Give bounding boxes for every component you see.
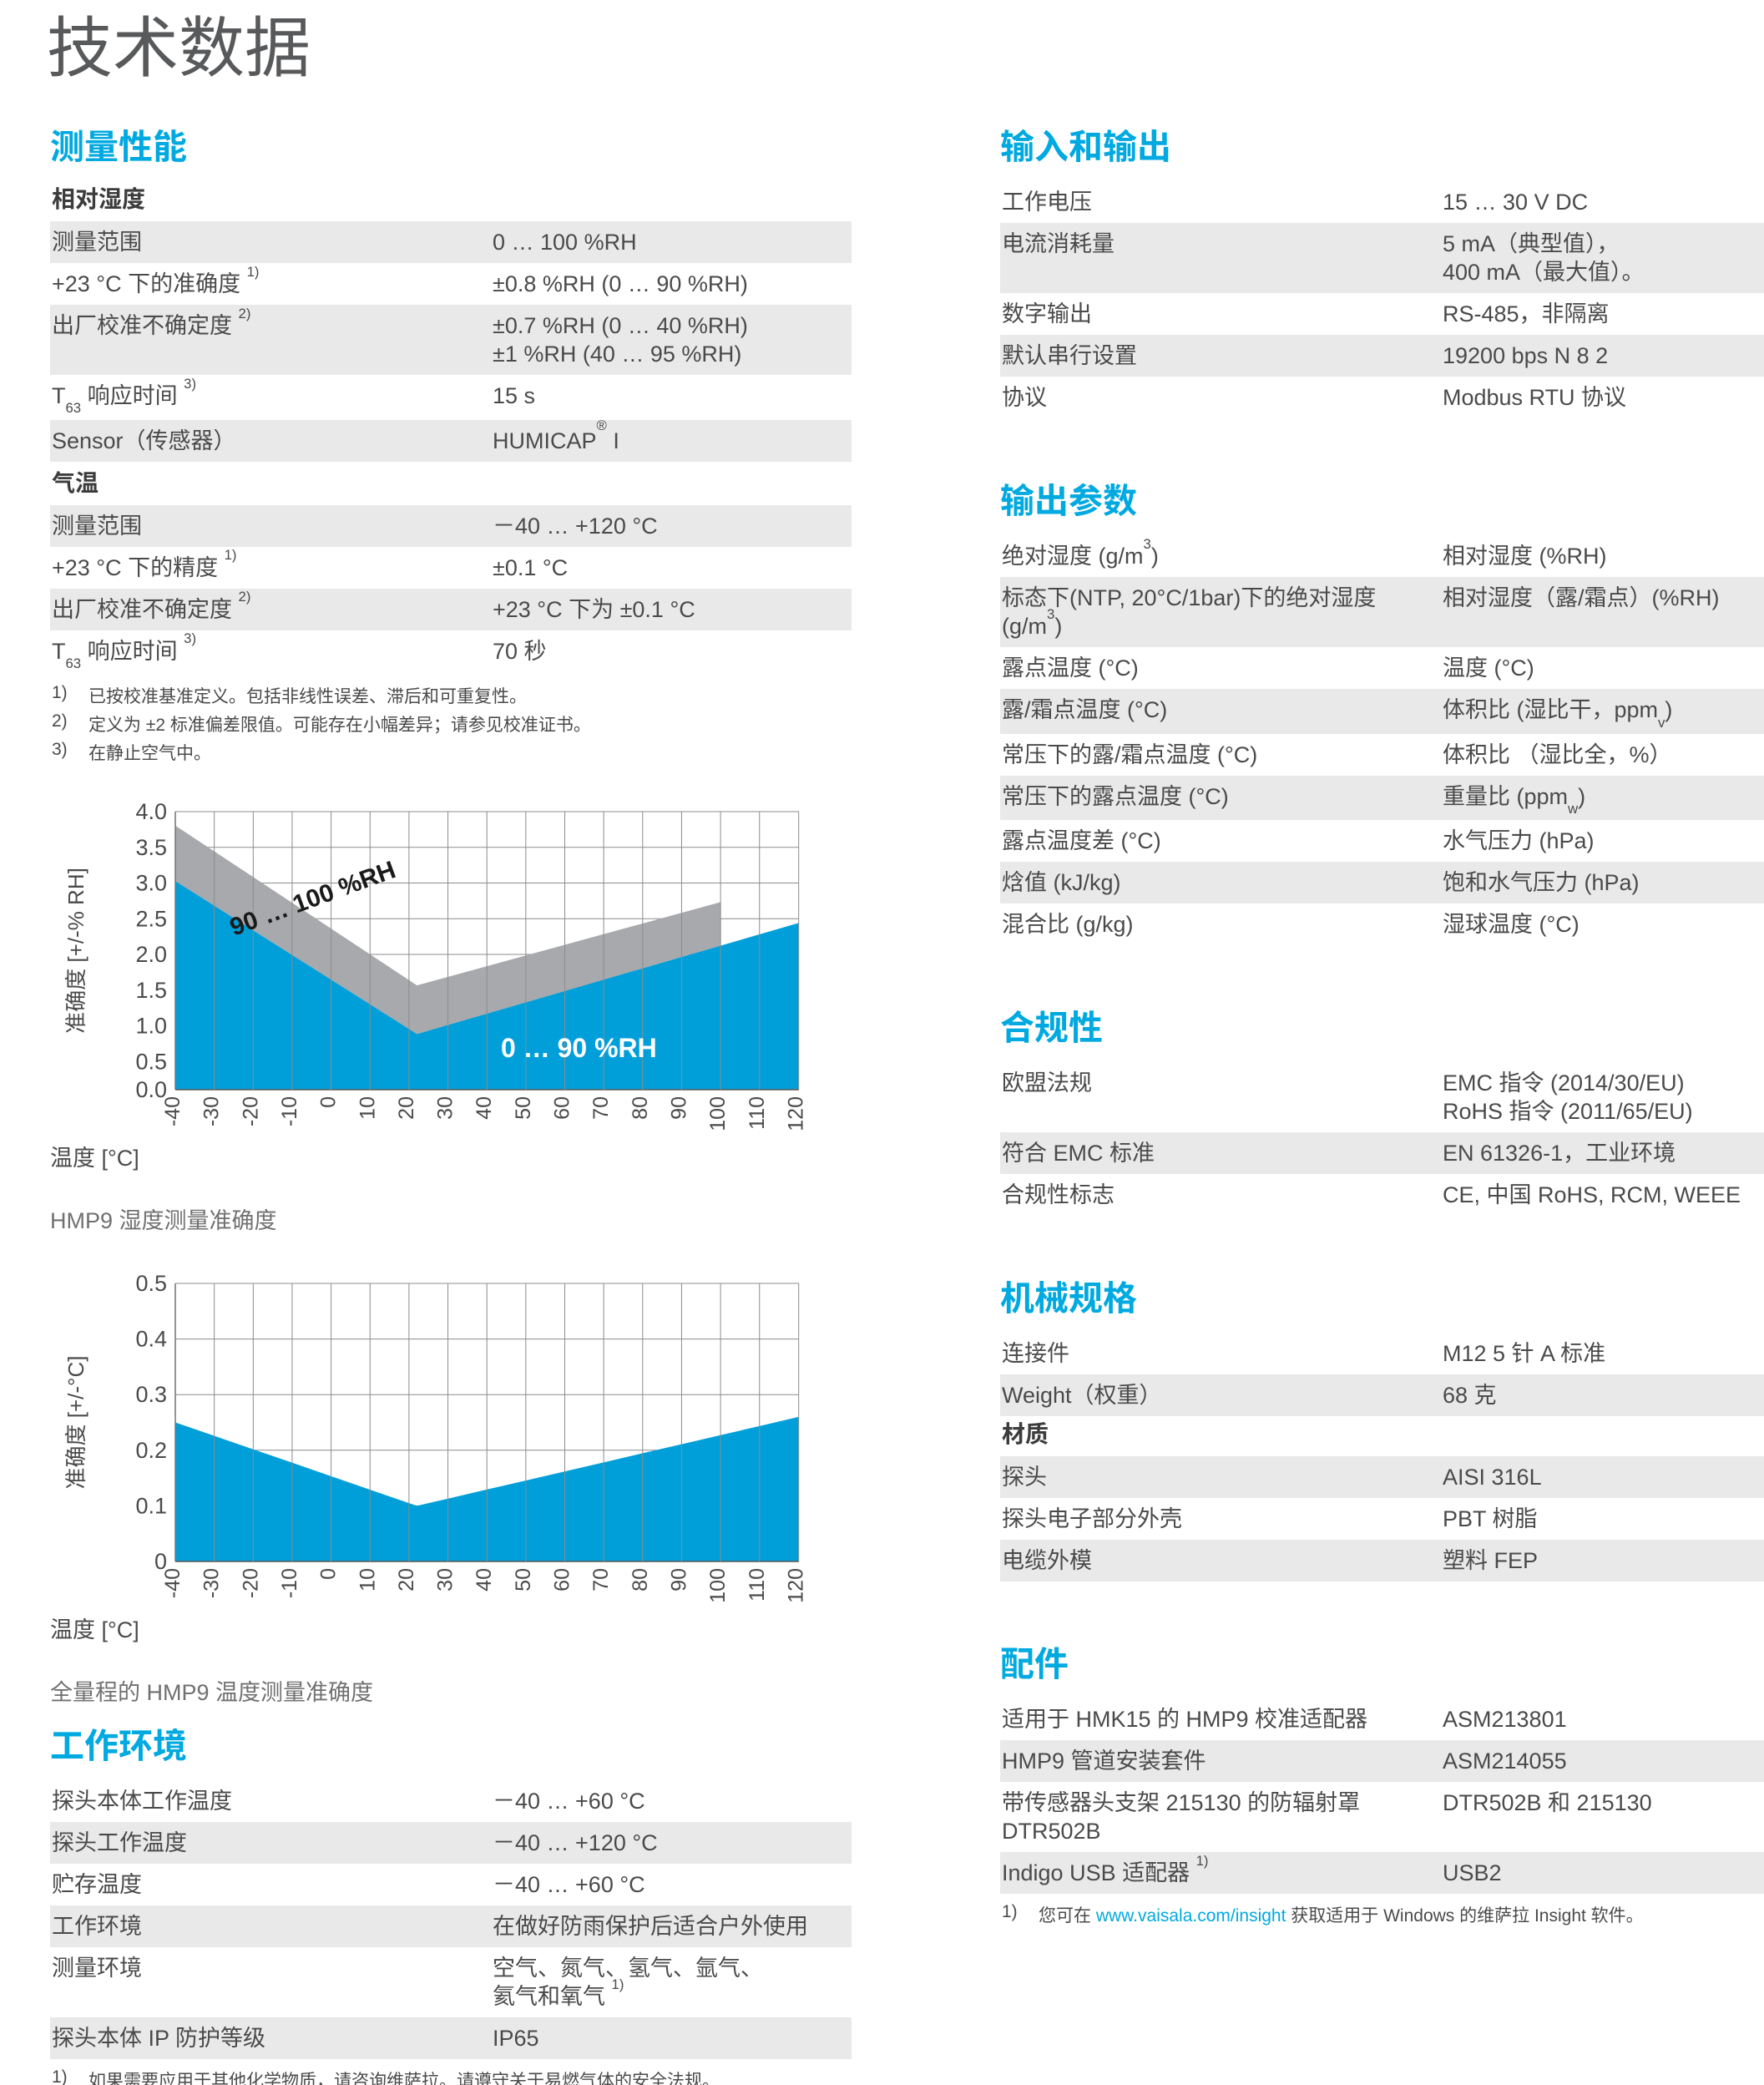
svg-text:110: 110: [746, 1568, 769, 1602]
svg-text:20: 20: [395, 1096, 418, 1120]
svg-text:-10: -10: [278, 1568, 301, 1598]
svg-text:110: 110: [746, 1096, 769, 1130]
svg-text:0.3: 0.3: [135, 1382, 167, 1407]
svg-text:-40: -40: [161, 1096, 184, 1126]
svg-text:2.5: 2.5: [135, 906, 167, 931]
svg-text:0 … 90 %RH: 0 … 90 %RH: [501, 1033, 657, 1063]
svg-text:0: 0: [317, 1096, 341, 1108]
svg-text:90: 90: [667, 1568, 690, 1592]
svg-text:0.2: 0.2: [135, 1438, 167, 1463]
svg-text:20: 20: [395, 1568, 418, 1592]
svg-text:10: 10: [356, 1096, 379, 1120]
svg-text:-40: -40: [161, 1568, 184, 1598]
svg-text:10: 10: [356, 1568, 379, 1592]
svg-text:准确度 [+/-% RH]: 准确度 [+/-% RH]: [63, 868, 88, 1034]
svg-text:80: 80: [629, 1568, 652, 1592]
svg-text:100: 100: [706, 1568, 730, 1603]
svg-text:70: 70: [589, 1096, 613, 1120]
svg-text:70: 70: [589, 1568, 613, 1592]
svg-text:0.5: 0.5: [135, 1049, 167, 1074]
svg-text:3.0: 3.0: [135, 871, 167, 896]
svg-text:1.5: 1.5: [135, 978, 167, 1003]
svg-text:0.1: 0.1: [135, 1493, 167, 1518]
svg-text:0: 0: [317, 1568, 341, 1580]
svg-text:-30: -30: [200, 1568, 224, 1598]
svg-text:-20: -20: [239, 1096, 262, 1126]
svg-text:50: 50: [512, 1568, 535, 1592]
svg-text:0.4: 0.4: [135, 1327, 167, 1352]
svg-text:60: 60: [551, 1096, 574, 1120]
svg-text:2.0: 2.0: [135, 942, 167, 967]
svg-text:120: 120: [785, 1568, 808, 1603]
svg-text:100: 100: [706, 1096, 730, 1131]
svg-text:-20: -20: [239, 1568, 262, 1598]
svg-text:0.5: 0.5: [135, 1271, 167, 1296]
svg-text:60: 60: [551, 1568, 574, 1592]
svg-text:1.0: 1.0: [135, 1014, 167, 1039]
svg-text:40: 40: [473, 1568, 496, 1592]
svg-text:80: 80: [629, 1096, 652, 1120]
svg-text:90: 90: [667, 1096, 690, 1120]
svg-text:30: 30: [434, 1568, 457, 1592]
svg-text:-30: -30: [200, 1096, 224, 1126]
svg-text:50: 50: [512, 1096, 535, 1120]
svg-text:3.5: 3.5: [135, 835, 167, 860]
svg-text:4.0: 4.0: [135, 799, 167, 824]
svg-text:30: 30: [434, 1096, 457, 1120]
svg-text:120: 120: [785, 1096, 808, 1131]
svg-text:-10: -10: [278, 1096, 301, 1126]
svg-text:准确度 [+/-°C]: 准确度 [+/-°C]: [63, 1356, 88, 1490]
svg-text:40: 40: [473, 1096, 496, 1120]
